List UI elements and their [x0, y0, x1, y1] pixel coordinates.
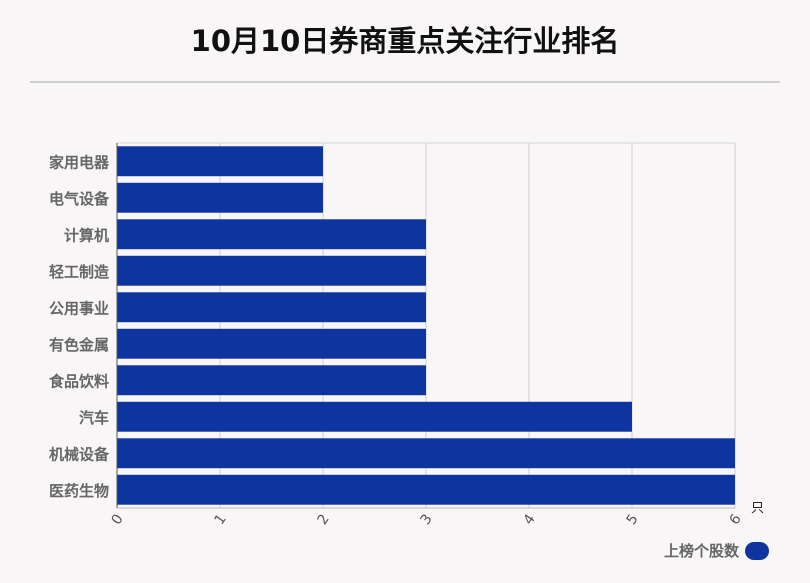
chart-title: 10月10日券商重点关注行业排名	[190, 24, 620, 58]
x-tick-label: 5	[624, 511, 642, 527]
category-label: 计算机	[64, 226, 109, 244]
x-tick-label: 4	[521, 511, 539, 528]
category-label: 有色金属	[49, 336, 109, 354]
bar[interactable]	[117, 438, 735, 469]
bar[interactable]	[117, 182, 323, 213]
bar[interactable]	[117, 328, 426, 359]
bar[interactable]	[117, 219, 426, 250]
x-axis-unit: 只	[751, 501, 764, 516]
category-label: 电气设备	[49, 190, 110, 208]
x-tick-label: 2	[315, 511, 333, 527]
category-label: 机械设备	[49, 445, 110, 463]
bar[interactable]	[117, 365, 426, 396]
category-label: 食品饮料	[49, 372, 109, 390]
bar[interactable]	[117, 474, 735, 505]
bar[interactable]	[117, 292, 426, 323]
legend-swatch	[745, 541, 769, 560]
x-tick-label: 3	[418, 511, 436, 527]
category-label: 汽车	[79, 409, 109, 427]
x-tick-label: 1	[212, 511, 230, 527]
bar[interactable]	[117, 401, 632, 432]
legend-label: 上榜个股数	[663, 542, 739, 560]
x-tick-label: 6	[727, 511, 745, 528]
category-label: 公用事业	[49, 299, 109, 317]
category-label: 医药生物	[49, 482, 109, 500]
bar[interactable]	[117, 146, 323, 177]
bar[interactable]	[117, 255, 426, 286]
x-tick-label: 0	[109, 511, 127, 527]
legend[interactable]: 上榜个股数	[664, 540, 769, 561]
category-label: 轻工制造	[49, 263, 109, 281]
category-label: 家用电器	[49, 153, 110, 171]
title-divider	[30, 81, 780, 83]
